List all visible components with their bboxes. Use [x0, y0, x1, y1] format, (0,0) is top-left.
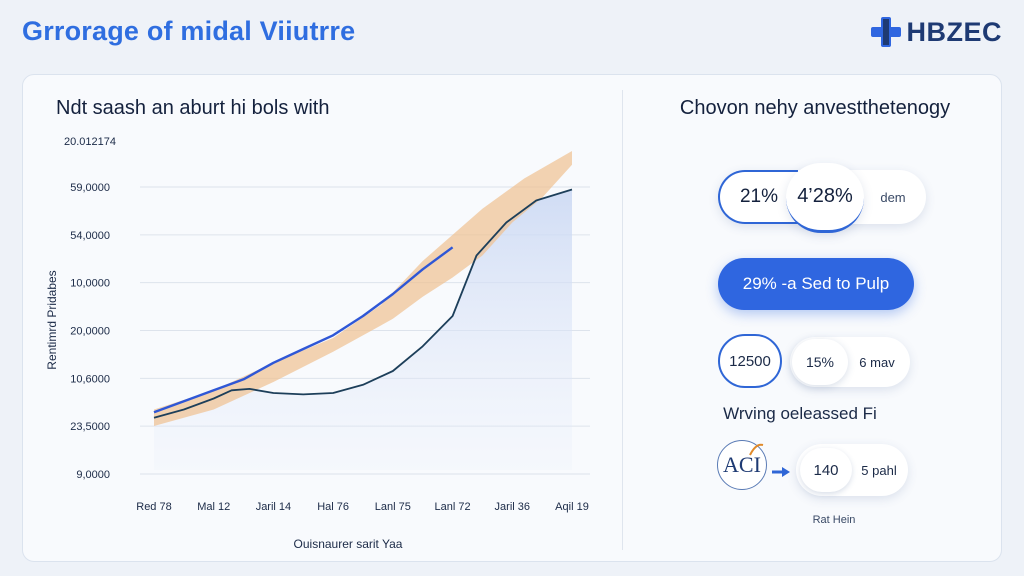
percent-chip[interactable]: 15%: [792, 339, 848, 385]
brand-name: HBZEC: [906, 16, 1002, 47]
brand-logo: HBZEC: [868, 14, 1003, 50]
logo-swoosh-icon: [749, 443, 764, 456]
stat-pill-right-label: dem: [880, 189, 906, 205]
primary-cta-button[interactable]: 29% -a Sed to Pulp: [718, 258, 914, 310]
value-circle[interactable]: 12500: [718, 334, 782, 388]
medical-cross-icon: [870, 17, 901, 47]
stat-pill-left[interactable]: 21%: [718, 170, 798, 224]
page-title: Grrorage of midal Viiutrre: [22, 16, 356, 46]
arrow-right-icon: [772, 467, 790, 477]
aci-logo: ACI: [717, 440, 767, 490]
chart-title: Ndt saash an aburt hi bols with: [56, 97, 330, 119]
side-title: Chovon nehy anvestthetenogy: [679, 97, 951, 119]
panel-divider: [622, 90, 623, 550]
stat-pill-right[interactable]: dem: [860, 170, 926, 224]
count-chip[interactable]: 140: [800, 448, 852, 492]
footer-label: Rat Hein: [812, 514, 856, 526]
side-subheading: Wrving oeleassed Fi: [723, 404, 877, 423]
stat-pill-mid[interactable]: 4’28%: [786, 163, 864, 233]
period-chip[interactable]: 5 pahl: [861, 462, 897, 478]
aci-logo-text: ACI: [723, 452, 761, 477]
duration-chip[interactable]: 6 mav: [859, 354, 895, 370]
stat-pill-left-label: 21%: [739, 186, 779, 207]
stat-pill-mid-label: 4’28%: [797, 185, 853, 207]
